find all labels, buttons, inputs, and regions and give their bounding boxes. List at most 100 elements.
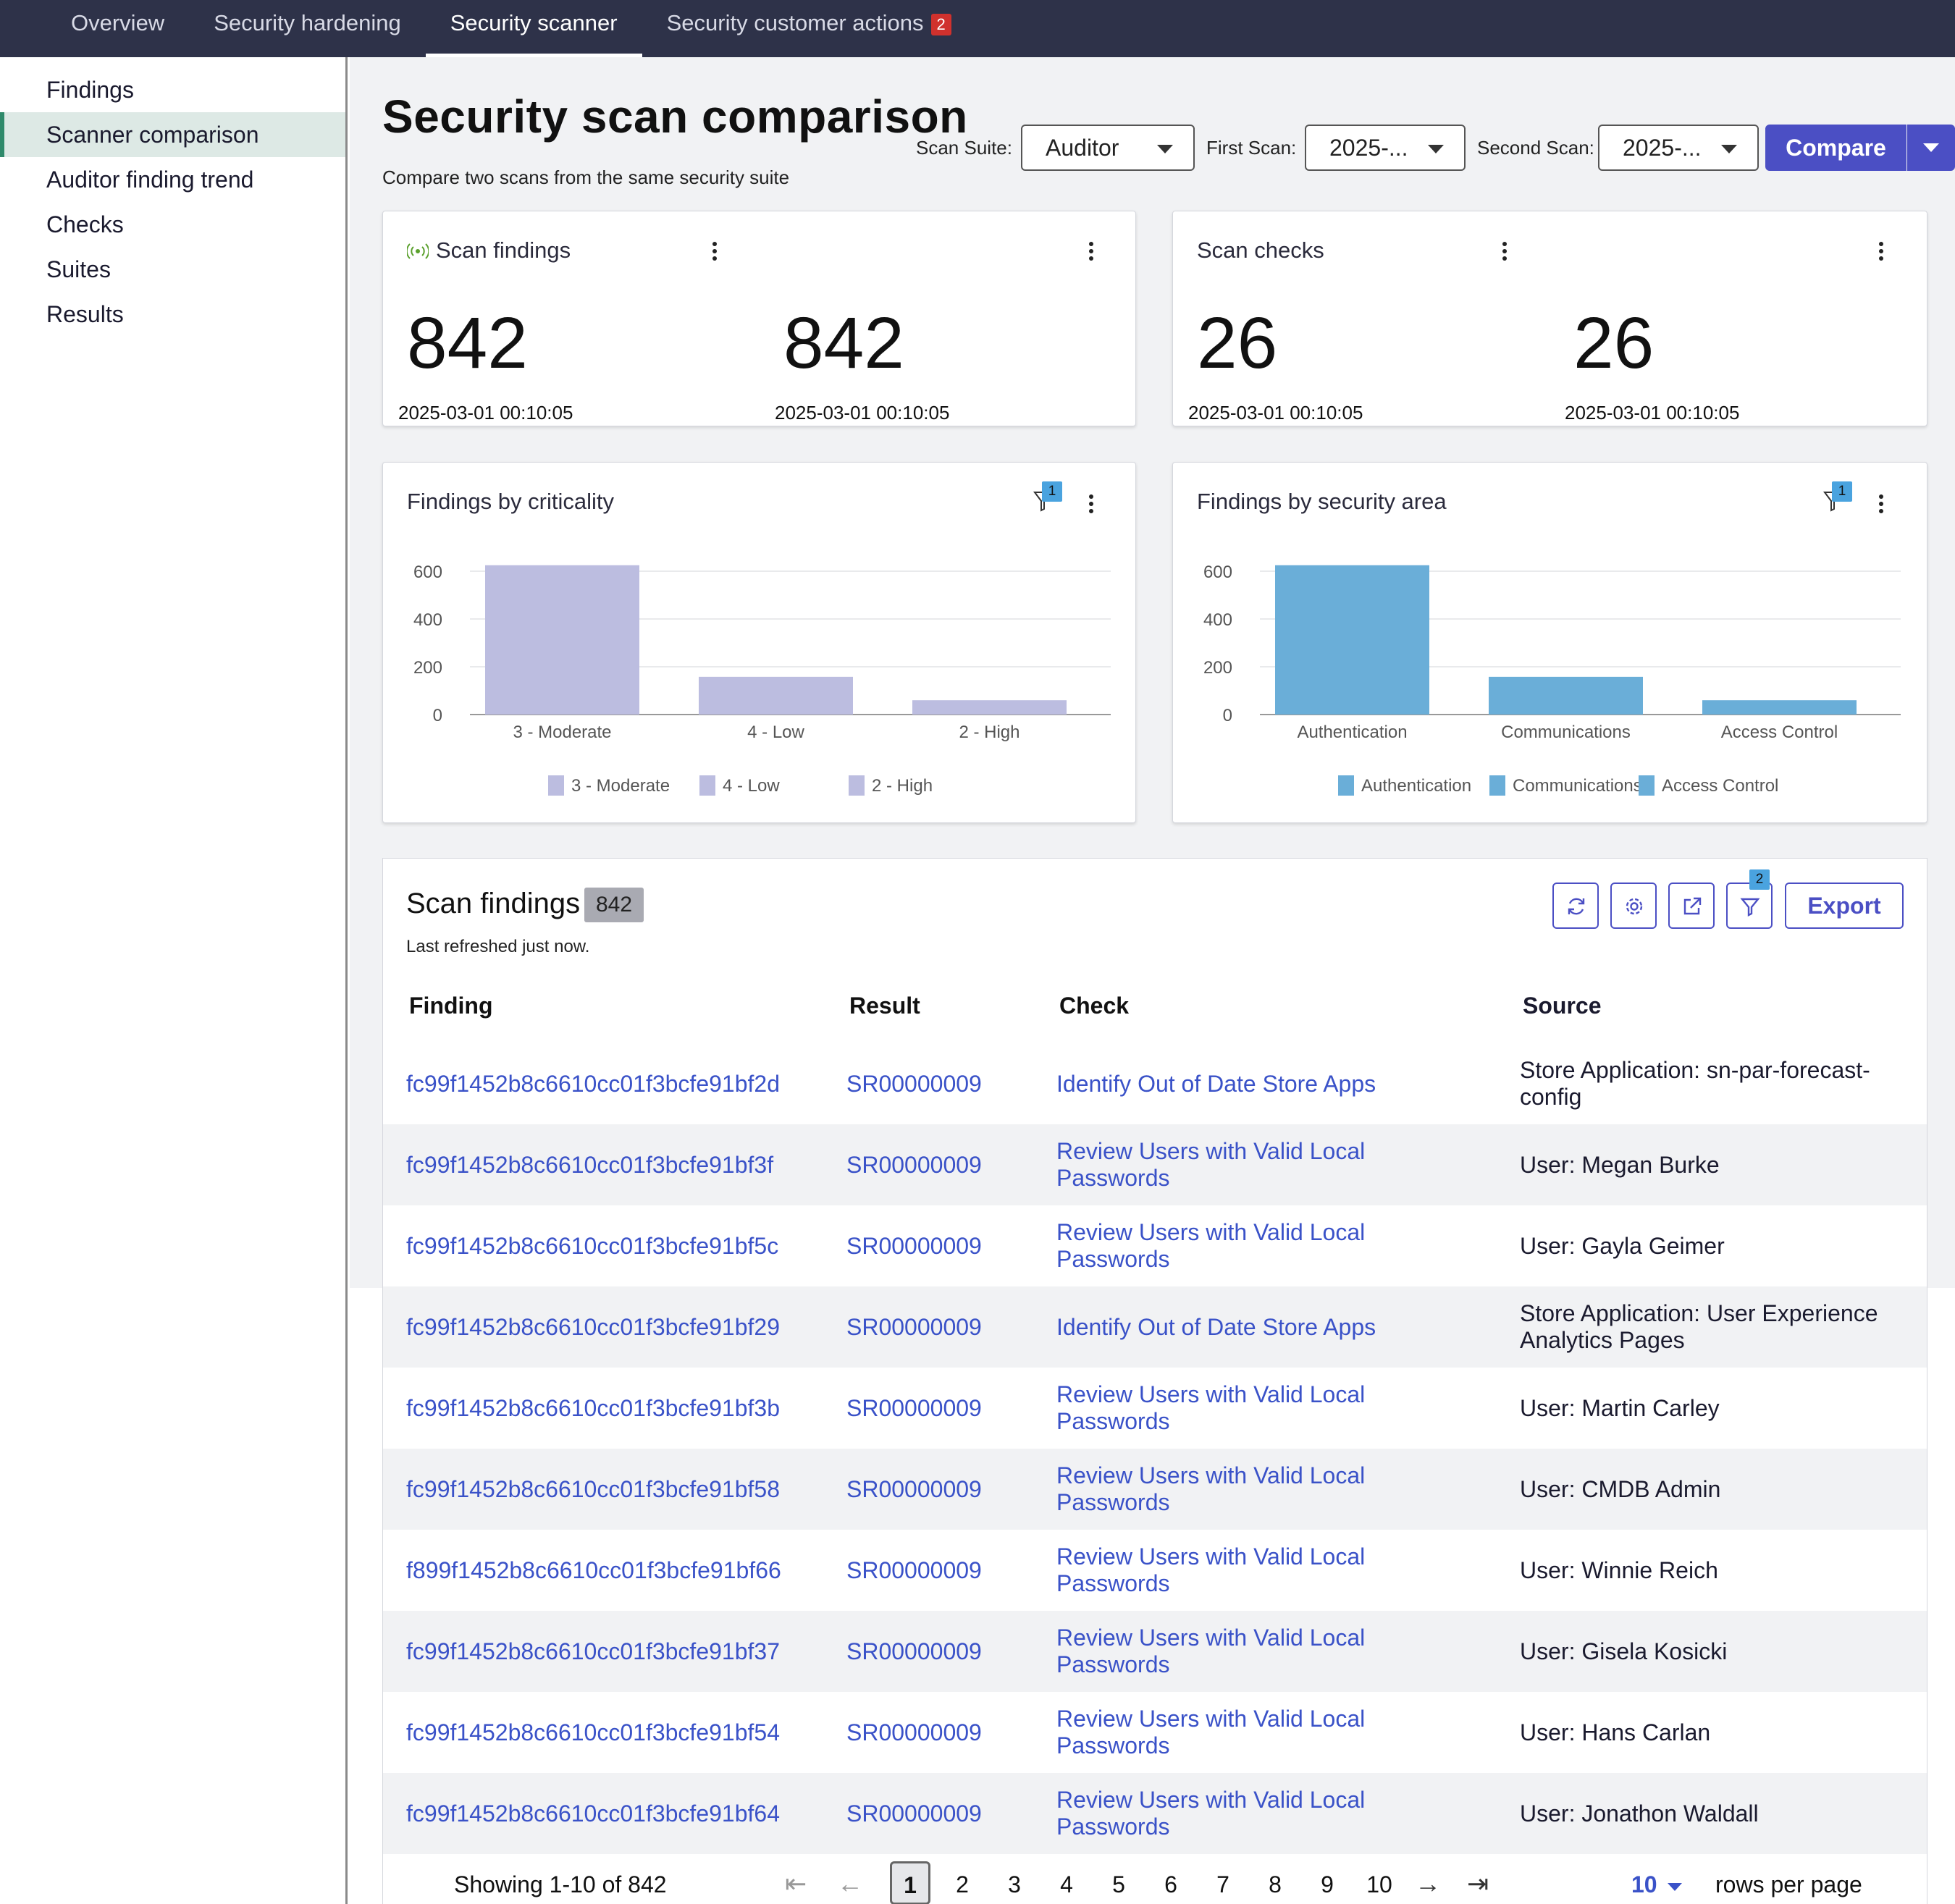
first-page-icon[interactable]: ⇤ [785, 1869, 807, 1898]
sidebar-item-scanner-comparison[interactable]: Scanner comparison [0, 112, 345, 157]
more-options-icon[interactable] [1088, 494, 1094, 515]
bar[interactable] [485, 565, 639, 715]
result-link[interactable]: SR00000009 [846, 1313, 982, 1340]
bar[interactable] [1489, 676, 1643, 715]
result-link[interactable]: SR00000009 [846, 1800, 982, 1827]
bar[interactable] [912, 700, 1067, 715]
page-button[interactable]: 8 [1269, 1871, 1282, 1897]
more-options-icon[interactable] [1088, 242, 1094, 262]
finding-link[interactable]: fc99f1452b8c6610cc01f3bcfe91bf37 [406, 1638, 780, 1664]
sidebar-item-auditor-finding-trend[interactable]: Auditor finding trend [46, 167, 254, 193]
page-button[interactable]: 7 [1216, 1871, 1229, 1897]
column-header-result[interactable]: Result [849, 993, 920, 1019]
bar[interactable] [699, 676, 853, 715]
compare-button[interactable]: Compare [1765, 125, 1906, 171]
bar[interactable] [1702, 700, 1857, 715]
result-link[interactable]: SR00000009 [846, 1151, 982, 1178]
legend-label[interactable]: 3 - Moderate [571, 776, 670, 796]
column-header-source[interactable]: Source [1523, 993, 1602, 1019]
filter-button[interactable]: 2 [1726, 869, 1773, 929]
check-link[interactable]: Review Users with Valid Local Passwords [1056, 1625, 1366, 1677]
result-link[interactable]: SR00000009 [846, 1232, 982, 1259]
first-scan-select[interactable]: 2025-... [1305, 125, 1466, 171]
legend-label[interactable]: 2 - High [872, 776, 933, 796]
legend-label[interactable]: Communications [1513, 776, 1642, 796]
table-row: fc99f1452b8c6610cc01f3bcfe91bf3f SR000000… [383, 1124, 1927, 1205]
next-page-icon[interactable]: → [1415, 1869, 1441, 1898]
export-button[interactable]: Export [1785, 883, 1904, 929]
x-tick-label: Authentication [1297, 723, 1407, 742]
more-options-icon[interactable] [712, 242, 718, 262]
column-header-finding[interactable]: Finding [409, 993, 493, 1019]
chart-filter-button[interactable]: 1 [1823, 481, 1852, 519]
table-row: f899f1452b8c6610cc01f3bcfe91bf66 SR000000… [383, 1530, 1927, 1611]
check-link[interactable]: Review Users with Valid Local Passwords [1056, 1706, 1366, 1758]
tab-overview[interactable]: Overview [71, 10, 165, 35]
page-button[interactable]: 2 [956, 1871, 969, 1897]
result-link[interactable]: SR00000009 [846, 1394, 982, 1421]
check-link[interactable]: Review Users with Valid Local Passwords [1056, 1543, 1366, 1596]
legend-label[interactable]: Authentication [1361, 776, 1471, 796]
page-button[interactable]: 6 [1164, 1871, 1177, 1897]
tab-security-scanner[interactable]: Security scanner [425, 0, 642, 57]
chevron-down-icon[interactable] [1668, 1883, 1682, 1891]
column-header-check[interactable]: Check [1059, 993, 1130, 1019]
check-link[interactable]: Review Users with Valid Local Passwords [1056, 1138, 1366, 1191]
page-button[interactable]: 1 [890, 1861, 930, 1904]
open-external-button[interactable] [1668, 883, 1715, 929]
check-link[interactable]: Review Users with Valid Local Passwords [1056, 1219, 1366, 1272]
tab-security-customer-actions[interactable]: Security customer actions 2 [642, 0, 976, 57]
finding-link[interactable]: fc99f1452b8c6610cc01f3bcfe91bf3f [406, 1151, 774, 1178]
sidebar-item-findings[interactable]: Findings [46, 77, 134, 103]
finding-link[interactable]: fc99f1452b8c6610cc01f3bcfe91bf58 [406, 1475, 780, 1502]
check-link[interactable]: Review Users with Valid Local Passwords [1056, 1381, 1366, 1434]
scan-suite-select[interactable]: Auditor [1021, 125, 1195, 171]
page-button[interactable]: 5 [1112, 1871, 1125, 1897]
finding-link[interactable]: fc99f1452b8c6610cc01f3bcfe91bf54 [406, 1719, 780, 1745]
rows-per-page-select[interactable]: 10 [1631, 1871, 1657, 1897]
check-link[interactable]: Identify Out of Date Store Apps [1056, 1313, 1376, 1340]
rows-per-page-label: rows per page [1715, 1871, 1862, 1897]
result-link[interactable]: SR00000009 [846, 1070, 982, 1097]
first-scan-date: 2025-03-01 00:10:05 [398, 402, 573, 424]
chevron-down-icon [1428, 145, 1444, 153]
settings-button[interactable] [1610, 883, 1657, 929]
result-link[interactable]: SR00000009 [846, 1638, 982, 1664]
finding-link[interactable]: fc99f1452b8c6610cc01f3bcfe91bf29 [406, 1313, 780, 1340]
refresh-button[interactable] [1552, 883, 1599, 929]
bar[interactable] [1275, 565, 1429, 715]
check-link[interactable]: Review Users with Valid Local Passwords [1056, 1787, 1366, 1840]
sidebar-item-suites[interactable]: Suites [46, 256, 111, 282]
finding-link[interactable]: fc99f1452b8c6610cc01f3bcfe91bf5c [406, 1232, 779, 1259]
page-button[interactable]: 4 [1060, 1871, 1073, 1897]
page-button[interactable]: 3 [1008, 1871, 1021, 1897]
chevron-down-icon [1923, 143, 1939, 152]
more-options-icon[interactable] [1878, 494, 1884, 515]
more-options-icon[interactable] [1878, 242, 1884, 262]
result-link[interactable]: SR00000009 [846, 1719, 982, 1745]
page-button[interactable]: 10 [1366, 1871, 1392, 1897]
more-options-icon[interactable] [1502, 242, 1508, 262]
previous-page-icon[interactable]: ← [837, 1869, 863, 1898]
broadcast-icon [407, 243, 429, 259]
legend-swatch [1338, 775, 1354, 796]
finding-link[interactable]: fc99f1452b8c6610cc01f3bcfe91bf2d [406, 1070, 780, 1097]
check-link[interactable]: Review Users with Valid Local Passwords [1056, 1462, 1366, 1515]
sidebar-item-checks[interactable]: Checks [46, 211, 124, 237]
finding-link[interactable]: fc99f1452b8c6610cc01f3bcfe91bf3b [406, 1394, 780, 1421]
second-scan-select[interactable]: 2025-... [1598, 125, 1759, 171]
last-page-icon[interactable]: ⇥ [1467, 1869, 1489, 1898]
page-button[interactable]: 9 [1321, 1871, 1334, 1897]
compare-dropdown-button[interactable] [1907, 125, 1955, 171]
finding-link[interactable]: fc99f1452b8c6610cc01f3bcfe91bf64 [406, 1800, 780, 1827]
chart-filter-button[interactable]: 1 [1033, 481, 1062, 519]
legend-label[interactable]: 4 - Low [723, 776, 780, 796]
sidebar-item-results[interactable]: Results [46, 301, 124, 327]
x-tick-label: 2 - High [959, 723, 1019, 742]
result-link[interactable]: SR00000009 [846, 1557, 982, 1583]
check-link[interactable]: Identify Out of Date Store Apps [1056, 1070, 1376, 1097]
finding-link[interactable]: f899f1452b8c6610cc01f3bcfe91bf66 [406, 1557, 781, 1583]
tab-security-hardening[interactable]: Security hardening [214, 10, 401, 35]
result-link[interactable]: SR00000009 [846, 1475, 982, 1502]
legend-label[interactable]: Access Control [1662, 776, 1778, 796]
